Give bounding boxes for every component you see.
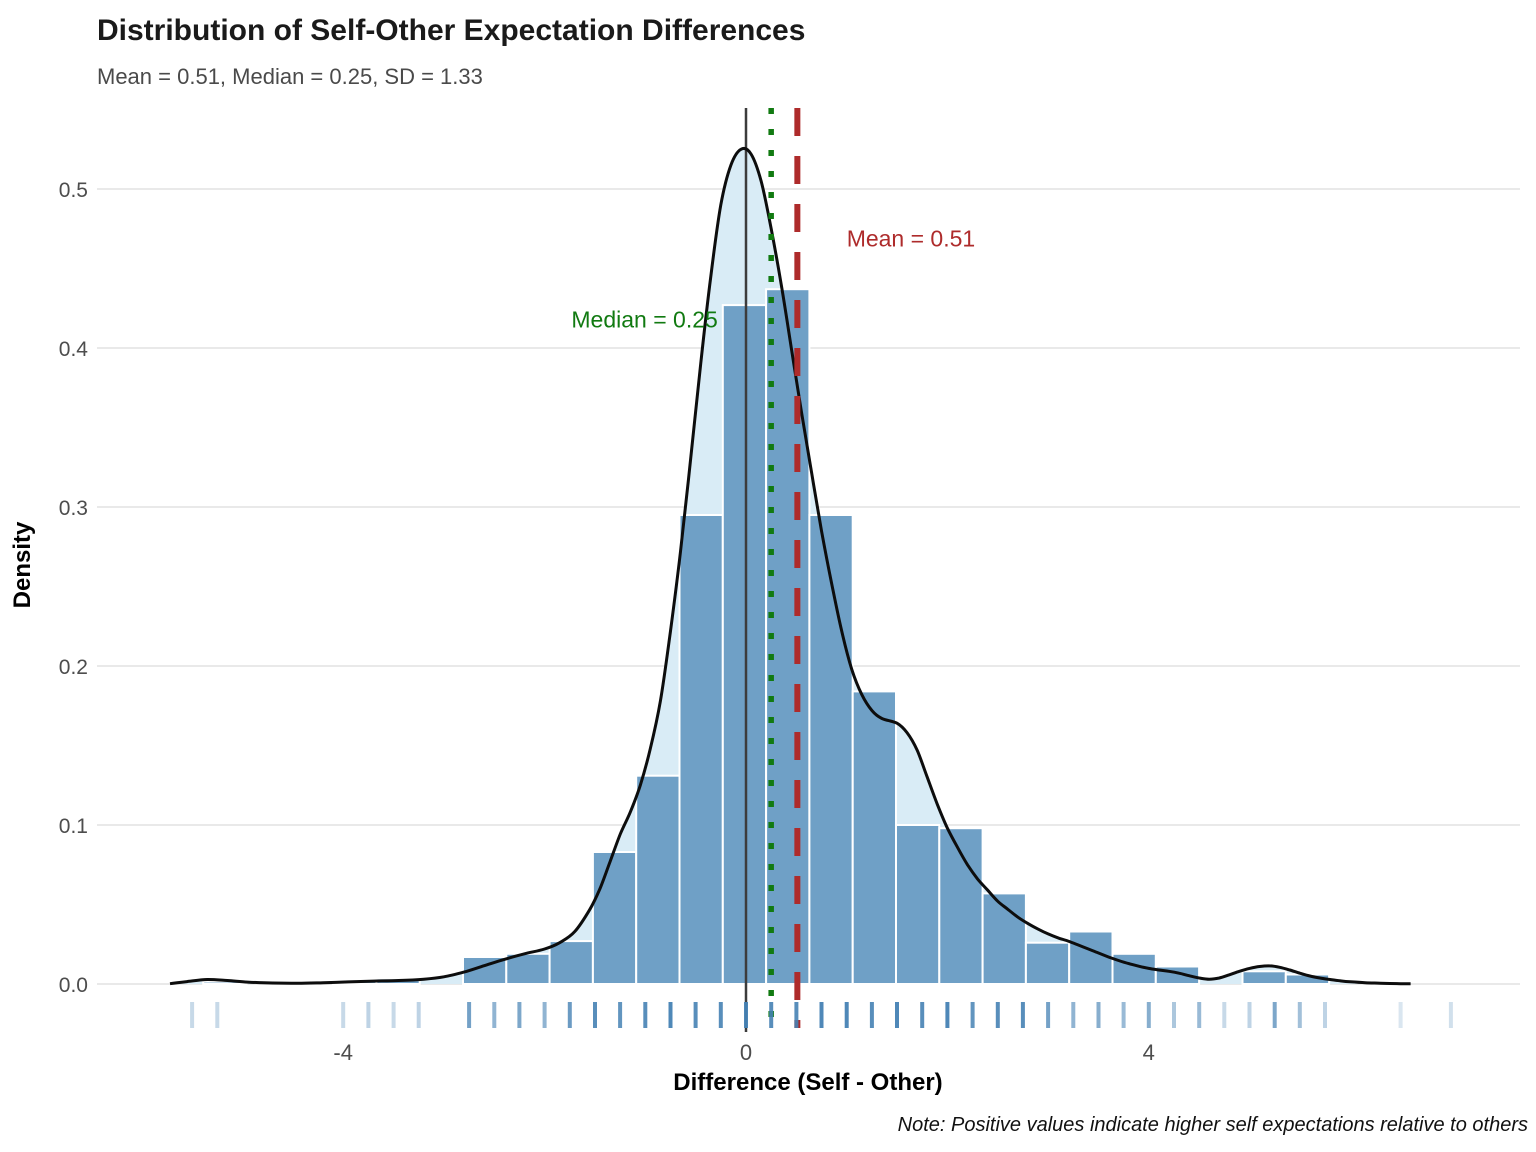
rug-tick: [341, 1002, 346, 1028]
rug-tick: [1297, 1002, 1302, 1028]
rug-tick: [1096, 1002, 1101, 1028]
rug-tick: [1020, 1002, 1025, 1028]
rug-tick: [492, 1002, 497, 1028]
chart-subtitle: Mean = 0.51, Median = 0.25, SD = 1.33: [97, 64, 483, 89]
rug-tick: [542, 1002, 547, 1028]
rug-tick: [593, 1002, 597, 1028]
y-tick-label: 0.5: [59, 179, 88, 202]
rug-tick: [1071, 1002, 1076, 1028]
mean-label: Mean = 0.51: [847, 225, 976, 251]
rug-tick: [1046, 1002, 1051, 1028]
histogram-bar: [678, 514, 724, 985]
chart-title: Distribution of Self-Other Expectation D…: [97, 14, 805, 47]
rug-tick: [995, 1002, 1000, 1028]
y-tick-label: 0.3: [59, 497, 88, 520]
histogram-bar: [635, 774, 681, 986]
rug-tick: [1247, 1002, 1252, 1028]
rug-tick: [1121, 1002, 1126, 1028]
y-tick-label: 0.2: [59, 656, 88, 679]
x-tick-label: 4: [1143, 1040, 1155, 1065]
caption: Note: Positive values indicate higher se…: [898, 1114, 1528, 1136]
rug-tick: [215, 1002, 220, 1028]
histogram-bar: [721, 304, 768, 986]
rug-tick: [844, 1002, 849, 1028]
histogram-bar: [808, 514, 854, 985]
histogram-bar: [895, 824, 941, 985]
rug-tick: [467, 1002, 472, 1028]
rug-tick: [567, 1002, 572, 1028]
density-curve: [169, 146, 1411, 986]
rug-tick: [190, 1002, 195, 1028]
rug-tick: [769, 1002, 774, 1028]
rug-tick: [1448, 1002, 1453, 1028]
rug-tick: [1398, 1002, 1403, 1028]
rug-tick: [920, 1002, 925, 1028]
histogram-bar: [1068, 930, 1114, 985]
x-axis-title: Difference (Self - Other): [673, 1069, 942, 1096]
rug-tick: [1146, 1002, 1151, 1028]
rug-tick: [869, 1002, 874, 1028]
histogram-bar: [591, 851, 638, 985]
rug-tick: [517, 1002, 522, 1028]
x-tick-label: 0: [740, 1040, 752, 1065]
y-tick-label: 0.0: [59, 974, 88, 997]
rug-tick: [693, 1002, 698, 1028]
histogram-bar: [981, 892, 1027, 986]
rug-tick: [1272, 1002, 1277, 1028]
rug-tick: [1197, 1002, 1202, 1028]
rug-tick: [895, 1002, 899, 1028]
rug-tick: [718, 1002, 723, 1028]
rug-tick: [391, 1002, 396, 1028]
histogram-bar: [1024, 941, 1071, 986]
rug-tick: [416, 1002, 421, 1028]
y-tick-label: 0.4: [59, 338, 89, 361]
y-axis-title: Density: [9, 521, 36, 608]
plot-area: 0.0 0.1 0.2 0.3 0.4 0.5 -4 0 4 Median = 0.25 Mean …: [59, 108, 1520, 1065]
rug-tick: [744, 1002, 748, 1028]
rug-tick: [643, 1002, 648, 1028]
rug-tick: [668, 1002, 673, 1028]
rug-tick: [970, 1002, 975, 1028]
rug-tick: [794, 1002, 799, 1028]
rug-tick: [819, 1002, 824, 1028]
histogram-bar: [851, 690, 898, 986]
rug-tick: [1323, 1002, 1327, 1028]
rug-tick: [618, 1002, 623, 1028]
rug-tick: [366, 1002, 371, 1028]
rug-tick: [945, 1002, 950, 1028]
histogram-bar: [548, 940, 594, 985]
rug-tick: [1172, 1002, 1176, 1028]
median-label: Median = 0.25: [571, 306, 717, 332]
y-tick-label: 0.1: [59, 815, 88, 838]
histogram-bar: [505, 952, 551, 985]
histogram-bar: [1241, 970, 1287, 985]
rug-tick: [1222, 1002, 1227, 1028]
x-tick-label: -4: [333, 1040, 353, 1065]
